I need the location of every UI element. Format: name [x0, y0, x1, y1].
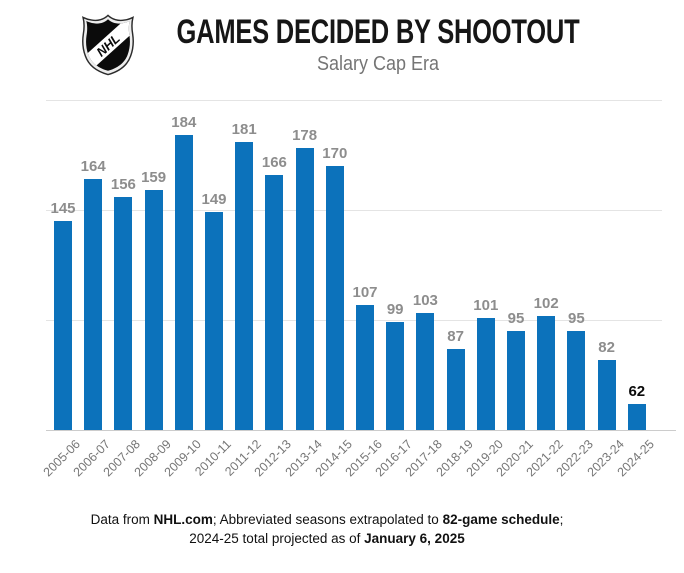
footer-text-bold: 82-game schedule [442, 512, 560, 527]
source-note: Data from NHL.com; Abbreviated seasons e… [0, 510, 684, 548]
bar [507, 331, 525, 430]
bar [174, 135, 193, 430]
footer-text: ; Abbreviated seasons extrapolated to [212, 512, 443, 527]
gridline [46, 320, 662, 321]
page-title: GAMES DECIDED BY SHOOTOUT [176, 13, 580, 51]
bar [144, 190, 163, 430]
gridline [46, 210, 662, 211]
bar-value-label: 145 [50, 200, 76, 217]
bar [476, 317, 495, 430]
bar-value-label: 87 [447, 327, 464, 345]
bar-value-label: 156 [110, 175, 136, 193]
bar-value-label: 95 [507, 310, 525, 327]
bar [84, 179, 103, 430]
source-note-line-2: 2024-25 total projected as of January 6,… [0, 529, 654, 548]
bar [114, 196, 133, 430]
bar-value-label: 170 [322, 145, 348, 162]
bar-value-label: 149 [201, 191, 227, 209]
bar [597, 359, 616, 430]
bar-value-label: 101 [473, 296, 499, 314]
bar [265, 174, 284, 430]
bar-value-label: 164 [80, 158, 106, 176]
bar-value-label: 184 [171, 114, 197, 132]
shield-stripe [86, 19, 130, 71]
bar [567, 331, 586, 430]
bar-value-label: 159 [141, 169, 167, 187]
bar-value-label: 82 [598, 338, 615, 356]
bar-value-label: 62 [628, 382, 646, 400]
bar-value-label: 103 [412, 292, 438, 310]
bar-value-label: 178 [292, 127, 318, 145]
bar-value-label: 102 [533, 294, 559, 312]
bar [386, 322, 405, 430]
x-axis-line [46, 430, 676, 431]
bar [205, 212, 223, 430]
bar-value-label: 166 [261, 153, 287, 171]
bar [356, 304, 374, 430]
footer-text: Data from [90, 512, 154, 527]
footer-text-bold: January 6, 2025 [364, 531, 465, 546]
gridline [46, 100, 662, 101]
bar-value-label: 181 [231, 120, 257, 138]
footer-text: 2024-25 total projected as of [189, 531, 365, 546]
footer-text-bold: NHL.com [153, 512, 213, 527]
bar [325, 166, 344, 430]
bar [446, 348, 465, 430]
nhl-logo: NHL [82, 14, 134, 76]
bar [235, 141, 254, 430]
bar-value-label: 99 [386, 301, 404, 319]
bar-value-label: 95 [568, 310, 585, 327]
source-note-line-1: Data from NHL.com; Abbreviated seasons e… [0, 510, 654, 529]
bar [54, 221, 72, 430]
bar [627, 403, 646, 430]
bar-value-label: 107 [352, 283, 378, 301]
bar [295, 148, 314, 430]
footer-text: ; [559, 512, 564, 527]
bar [537, 315, 556, 430]
bar [416, 313, 435, 430]
page-subtitle: Salary Cap Era [316, 53, 440, 75]
